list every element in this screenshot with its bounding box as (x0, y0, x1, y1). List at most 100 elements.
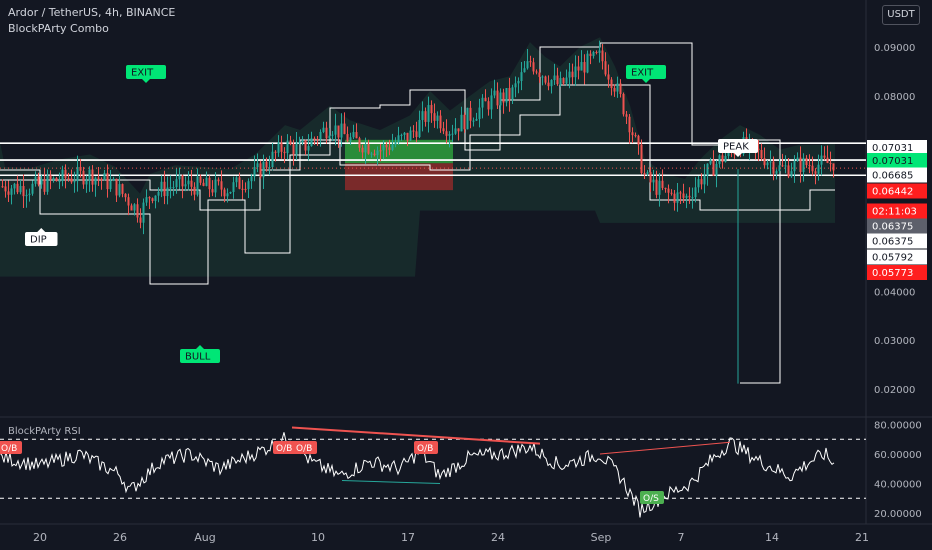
candle-body (442, 128, 445, 132)
candle-body (64, 169, 67, 179)
candle-body (532, 62, 535, 72)
candle-body (577, 66, 580, 71)
candle-body (13, 183, 16, 189)
candle-body (646, 172, 649, 174)
time-tick-label: 10 (311, 531, 325, 544)
candle-body (79, 166, 82, 171)
candle-body (457, 128, 460, 132)
candle-body (286, 140, 289, 154)
candle-body (613, 87, 616, 92)
candle-body (487, 101, 490, 110)
candle-body (469, 107, 472, 121)
candle-body (280, 142, 283, 152)
candle-body (547, 82, 550, 87)
candle-body (67, 178, 70, 180)
candle-body (46, 175, 49, 192)
candle-body (508, 88, 511, 100)
candle-body (700, 179, 703, 185)
candle-body (214, 179, 217, 193)
candle-body (331, 134, 334, 136)
candle-body (460, 114, 463, 132)
candle-body (76, 166, 79, 182)
candle-body (589, 53, 592, 57)
candle-body (685, 195, 688, 198)
signal-label (126, 65, 166, 79)
candle-body (37, 176, 40, 185)
candle-body (679, 192, 682, 194)
candle-body (556, 75, 559, 85)
candle-body (814, 171, 817, 174)
candle-body (673, 193, 676, 203)
candle-body (775, 171, 778, 174)
candle-body (334, 125, 337, 135)
candle-body (808, 165, 811, 167)
price-tick-label: 0.02000 (874, 385, 915, 396)
candle-body (1, 186, 4, 188)
candle-body (799, 157, 802, 173)
candle-body (58, 180, 61, 182)
rsi-title: BlockPArty RSI (8, 426, 81, 437)
candle-body (61, 169, 64, 181)
candle-body (520, 72, 523, 81)
rsi-marker (273, 441, 297, 454)
candle-body (184, 184, 187, 187)
time-tick-label: 7 (678, 531, 685, 544)
candle-body (760, 149, 763, 159)
candle-body (571, 71, 574, 78)
candle-body (328, 135, 331, 139)
step-line (0, 84, 835, 211)
candle-body (235, 177, 238, 183)
candle-body (55, 177, 58, 182)
candle-body (541, 76, 544, 78)
signal-arrow (37, 228, 46, 232)
candle-body (484, 97, 487, 102)
candle-body (652, 179, 655, 183)
candle-body (295, 143, 298, 155)
candle-body (793, 161, 796, 172)
candle-body (73, 181, 76, 183)
candle-body (277, 142, 280, 153)
candle-body (634, 135, 637, 137)
candle-body (127, 197, 130, 206)
candle-body (70, 178, 73, 183)
candle-body (40, 179, 43, 185)
candle-body (784, 165, 787, 167)
candle-body (475, 118, 478, 121)
candle-body (238, 177, 241, 189)
candle-body (382, 144, 385, 151)
candle-body (115, 178, 118, 196)
candle-body (454, 128, 457, 134)
signal-text: DIP (30, 235, 47, 246)
candle-body (691, 197, 694, 199)
currency-button[interactable]: USDT (882, 5, 920, 25)
candle-body (352, 132, 355, 138)
price-tick-label: 0.04000 (874, 287, 915, 298)
candle-body (655, 179, 658, 195)
candle-body (550, 80, 553, 87)
candle-body (340, 123, 343, 138)
candle-body (688, 195, 691, 198)
candle-body (568, 71, 571, 78)
rsi-marker-text: O/B (276, 444, 292, 454)
candle-body (682, 193, 685, 198)
candle-body (163, 181, 166, 197)
candle-body (715, 163, 718, 176)
candle-body (694, 187, 697, 198)
candle-body (4, 186, 7, 192)
signal-text: EXIT (631, 68, 654, 79)
candle-body (676, 192, 679, 203)
candle-body (22, 186, 25, 197)
rsi-divergence-bear (291, 426, 541, 445)
price-label: 0.06375 (872, 222, 913, 233)
candle-body (346, 134, 349, 142)
candle-body (385, 144, 388, 148)
candle-body (424, 111, 427, 122)
candle-body (112, 178, 115, 181)
step-line (0, 42, 781, 384)
candle-body (133, 204, 136, 211)
signal-arrow (196, 345, 204, 349)
price-label: 0.07031 (872, 143, 913, 154)
price-tick-label: 0.08000 (874, 92, 915, 103)
candle-body (373, 153, 376, 156)
